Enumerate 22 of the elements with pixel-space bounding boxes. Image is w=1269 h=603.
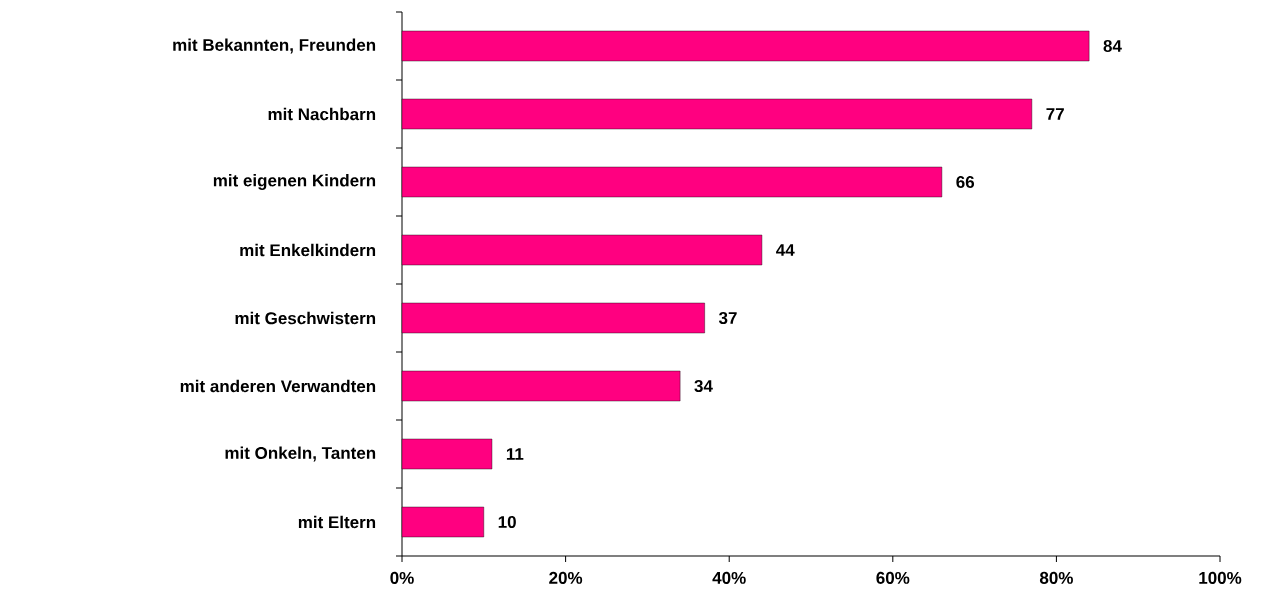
- x-tick-label: 100%: [1199, 571, 1242, 584]
- y-tick-label: mit Onkeln, Tanten: [225, 446, 376, 462]
- data-label: 34: [694, 379, 713, 393]
- data-label: 11: [506, 448, 524, 460]
- data-label: 44: [776, 244, 795, 256]
- x-tick-label: 0%: [390, 571, 414, 584]
- data-label: 66: [956, 175, 975, 189]
- data-label: 37: [718, 311, 737, 325]
- y-tick-label: mit Bekannten, Freunden: [173, 38, 376, 54]
- x-tick-label: 20%: [549, 571, 583, 584]
- y-tick-label: mit Nachbarn: [268, 107, 376, 121]
- data-label: 10: [498, 515, 516, 529]
- x-tick-label: 40%: [712, 571, 746, 584]
- y-tick-label: mit eigenen Kindern: [213, 174, 376, 190]
- y-tick-label: mit Enkelkindern: [240, 243, 376, 257]
- y-tick-label: mit Eltern: [298, 515, 376, 529]
- x-tick-label: 60%: [876, 571, 910, 584]
- y-tick-label: mit Geschwistern: [235, 311, 376, 325]
- y-tick-label: mit anderen Verwandten: [180, 379, 376, 393]
- x-tick-label: 80%: [1039, 571, 1073, 584]
- data-label: 77: [1046, 108, 1064, 120]
- data-label: 84: [1103, 39, 1122, 53]
